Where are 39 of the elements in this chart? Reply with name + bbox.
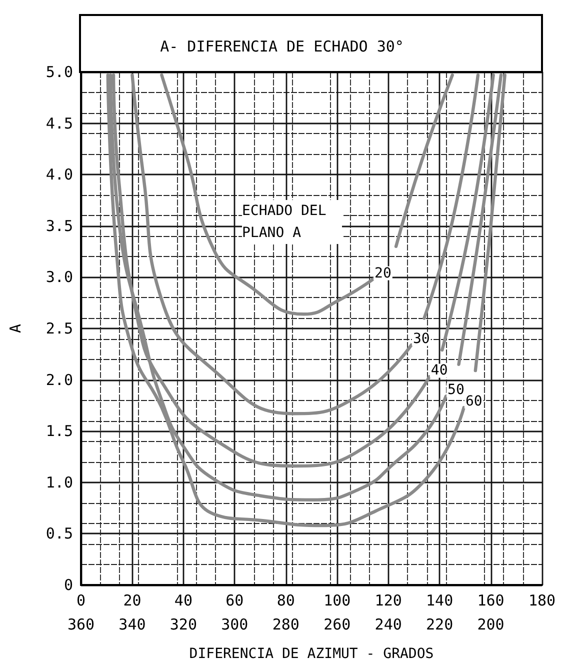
x-tick-label: 20 (123, 592, 142, 610)
x2-tick-label: 200 (477, 616, 504, 634)
series-label: 40 (430, 362, 448, 379)
series-label: 30 (412, 330, 430, 347)
chart-title: A- DIFERENCIA DE ECHADO 30° (160, 38, 404, 56)
x-tick-label: 160 (477, 592, 504, 610)
y-tick-label: 1.0 (46, 473, 73, 492)
x2-tick-label: 260 (324, 616, 351, 634)
x2-tick-label: 280 (272, 616, 300, 634)
y-tick-label: 2.0 (46, 370, 73, 389)
x-axis-title: DIFERENCIA DE AZIMUT - GRADOS (189, 646, 434, 662)
y-tick-label: 2.5 (46, 320, 73, 338)
x-tick-label: 120 (374, 592, 402, 610)
y-tick-label: 5.0 (46, 63, 73, 81)
y-tick-label: 4.5 (46, 114, 73, 132)
x2-tick-label: 360 (67, 616, 95, 634)
x2-tick-label: 340 (118, 616, 146, 634)
series-label: 20 (374, 265, 392, 282)
y-tick-label: 3.0 (46, 268, 73, 286)
legend-title: ECHADO DEL PLANO A (242, 203, 335, 241)
x-tick-label: 80 (276, 592, 295, 610)
y-tick-label: 0 (64, 576, 73, 594)
x-tick-label: 100 (324, 592, 351, 610)
series-label: 50 (448, 382, 464, 398)
x2-tick-label: 320 (170, 616, 197, 634)
x-tick-label: 0 (76, 592, 86, 610)
x-tick-label: 60 (226, 592, 244, 610)
y-tick-label: 3.5 (46, 216, 73, 235)
y-tick-label: 4.0 (46, 166, 73, 184)
y-tick-label: 1.5 (46, 422, 73, 440)
x-tick-label: 180 (528, 592, 556, 610)
series-label: 60 (465, 394, 482, 410)
x-tick-label: 40 (174, 592, 192, 610)
x-tick-label: 140 (426, 592, 454, 610)
y-axis-title: A (6, 324, 24, 334)
x2-tick-label: 300 (221, 616, 248, 634)
x2-tick-label: 220 (426, 616, 454, 634)
y-tick-label: 0.5 (46, 524, 73, 543)
x2-tick-label: 240 (374, 616, 402, 634)
